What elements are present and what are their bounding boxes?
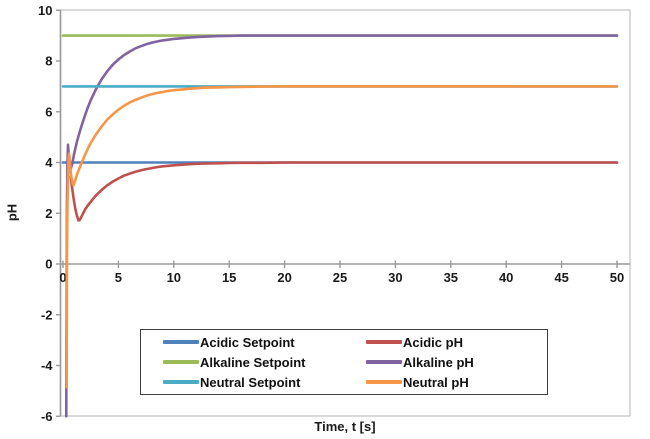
y-tick-label: 10 (38, 3, 52, 18)
line-swatch-icon (163, 340, 199, 344)
x-tick-label: 30 (388, 270, 402, 285)
legend-item-neutral-ph: Neutral pH (344, 372, 547, 392)
series-line-neutral-ph (65, 85, 619, 389)
y-tick-label: 8 (45, 54, 52, 69)
y-tick-label: 0 (45, 257, 52, 272)
x-tick-label: 0 (59, 270, 66, 285)
legend-label: Neutral pH (403, 374, 469, 390)
legend-item-alkaline-ph: Alkaline pH (344, 352, 547, 372)
y-tick-label: 6 (45, 104, 52, 119)
series-line-acidic-ph (69, 161, 619, 222)
line-swatch-icon (366, 340, 402, 344)
legend-item-acidic-ph: Acidic pH (344, 332, 547, 352)
legend-label: Acidic pH (403, 334, 463, 350)
x-tick-label: 25 (333, 270, 347, 285)
line-swatch-icon (366, 380, 402, 384)
line-swatch-icon (366, 360, 402, 364)
y-tick-label: -2 (41, 307, 53, 322)
legend-label: Alkaline Setpoint (200, 354, 306, 370)
y-tick-label: 4 (45, 155, 53, 170)
legend-label: Neutral Setpoint (200, 374, 301, 390)
line-swatch-icon (163, 380, 199, 384)
chart-legend: Acidic Setpoint Acidic pH Alkaline Setpo… (140, 329, 548, 395)
x-tick-label: 5 (115, 270, 122, 285)
legend-item-neutral-setpoint: Neutral Setpoint (141, 372, 344, 392)
x-tick-label: 40 (499, 270, 513, 285)
legend-label: Acidic Setpoint (200, 334, 295, 350)
x-tick-label: 20 (277, 270, 291, 285)
legend-item-alkaline-setpoint: Alkaline Setpoint (141, 352, 344, 372)
y-tick-label: 2 (45, 206, 52, 221)
x-tick-label: 50 (610, 270, 624, 285)
y-axis-title: pH (4, 203, 20, 222)
x-axis-title: Time, t [s] (314, 419, 376, 434)
y-tick-label: -6 (41, 409, 53, 424)
legend-item-acidic-setpoint: Acidic Setpoint (141, 332, 344, 352)
x-tick-label: 10 (167, 270, 181, 285)
x-tick-label: 35 (444, 270, 458, 285)
line-swatch-icon (163, 360, 199, 364)
x-tick-label: 15 (222, 270, 236, 285)
legend-label: Alkaline pH (403, 354, 474, 370)
y-tick-label: -4 (41, 358, 53, 373)
x-tick-label: 45 (554, 270, 568, 285)
